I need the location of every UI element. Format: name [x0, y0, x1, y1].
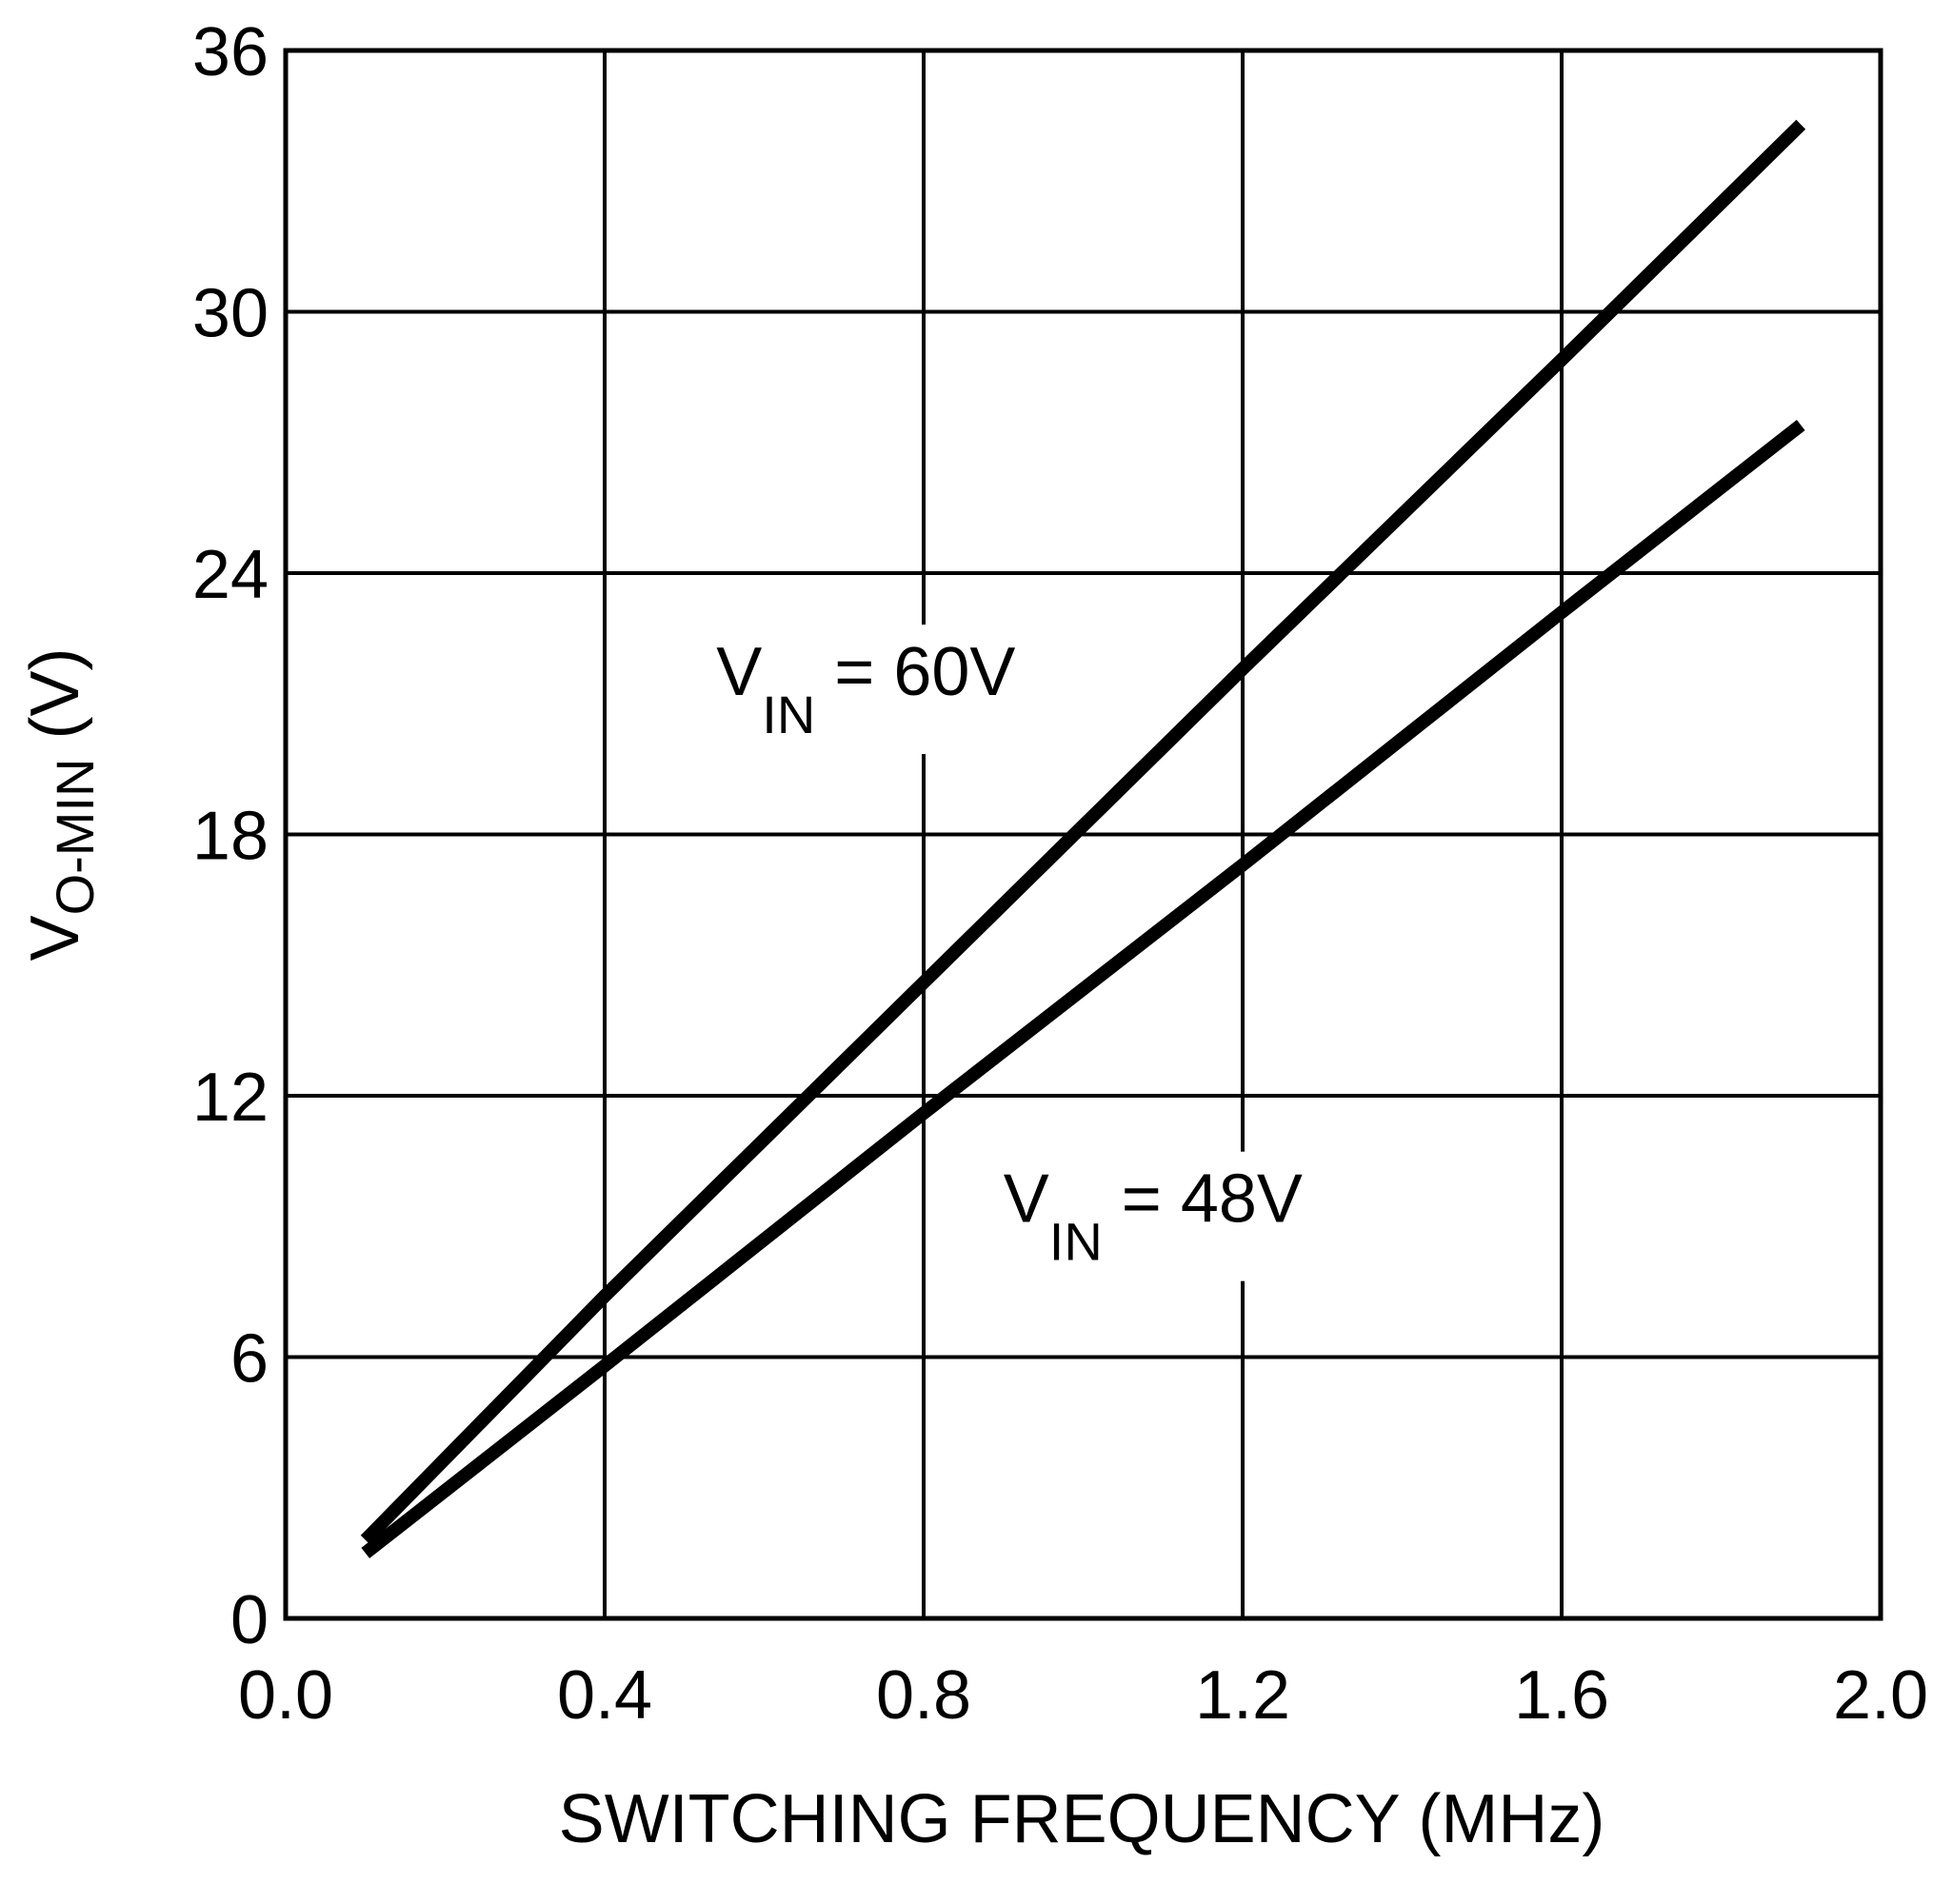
- y-axis-title: VO-MIN (V): [17, 648, 105, 962]
- x-tick-label-2: 0.8: [876, 1657, 971, 1734]
- plot-frame: [283, 48, 1883, 1621]
- grid-layer: [283, 48, 1883, 1621]
- annotation-background-layer: [703, 625, 1316, 1281]
- y-axis-title-unit: (V): [17, 648, 93, 759]
- x-tick-label-1: 0.4: [557, 1657, 652, 1734]
- series-label-0-background: [703, 625, 1029, 755]
- y-tick-label-6: 36: [192, 14, 269, 90]
- y-tick-label-4: 24: [192, 537, 269, 613]
- x-tick-label-5: 2.0: [1833, 1657, 1928, 1734]
- y-tick-label-2: 12: [192, 1060, 269, 1136]
- x-tick-label-3: 1.2: [1195, 1657, 1290, 1734]
- x-tick-label-0: 0.0: [238, 1657, 333, 1734]
- y-tick-label-0: 0: [230, 1582, 269, 1658]
- series-label-0-subscript: IN: [762, 684, 815, 744]
- y-tick-label-3: 18: [192, 799, 269, 875]
- series-label-0-rest: = 60V: [815, 634, 1015, 710]
- y-axis-title-subscript: O-MIN: [45, 759, 105, 916]
- x-tick-label-4: 1.6: [1514, 1657, 1609, 1734]
- series-label-1-main: V: [1004, 1161, 1049, 1238]
- y-tick-label-1: 6: [230, 1321, 269, 1398]
- x-axis-title: SWITCHING FREQUENCY (MHz): [559, 1781, 1605, 1857]
- series-label-1-background: [989, 1151, 1316, 1281]
- tick-label-layer: 0.0 0.4 0.8 1.2 1.6 2.0 0 6 12 18 24 30 36: [192, 14, 1928, 1734]
- series-line-1: [361, 419, 1805, 1558]
- series-line-0: [360, 119, 1806, 1545]
- y-axis-title-main: V: [17, 915, 93, 961]
- series-label-0-main: V: [716, 634, 762, 710]
- series-label-0: VIN = 60V: [716, 634, 1015, 744]
- series-label-1-subscript: IN: [1049, 1212, 1103, 1272]
- series-label-1-rest: = 48V: [1103, 1161, 1303, 1238]
- y-tick-label-5: 30: [192, 276, 269, 352]
- series-layer: [360, 119, 1806, 1558]
- series-label-1: VIN = 48V: [1004, 1161, 1303, 1272]
